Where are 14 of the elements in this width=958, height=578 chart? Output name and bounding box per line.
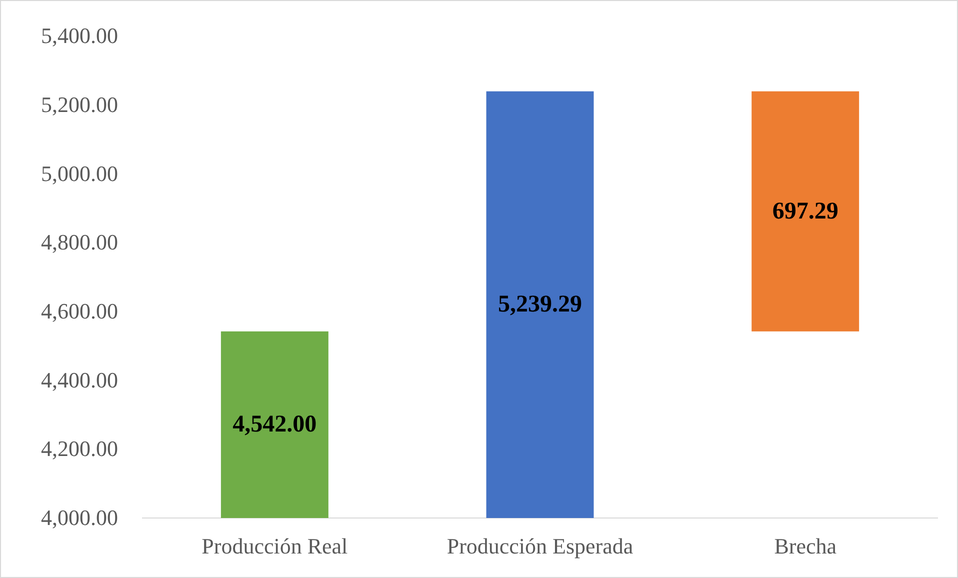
y-tick-label: 4,800.00 xyxy=(41,230,118,255)
x-tick-label: Brecha xyxy=(774,534,837,559)
data-label: 4,542.00 xyxy=(232,412,317,438)
y-tick-label: 4,000.00 xyxy=(41,505,118,530)
x-tick-label: Producción Real xyxy=(202,534,348,559)
y-tick-label: 5,000.00 xyxy=(41,160,118,186)
x-tick-label: Producción Esperada xyxy=(446,534,634,559)
y-tick-label: 4,200.00 xyxy=(41,436,118,462)
y-tick-label: 5,400.00 xyxy=(41,23,118,48)
data-label: 697.29 xyxy=(772,198,838,224)
y-tick-label: 4,400.00 xyxy=(41,367,118,392)
y-tick-label: 4,600.00 xyxy=(41,298,118,324)
data-label: 5,239.29 xyxy=(498,292,582,318)
y-tick-label: 5,200.00 xyxy=(41,92,118,117)
